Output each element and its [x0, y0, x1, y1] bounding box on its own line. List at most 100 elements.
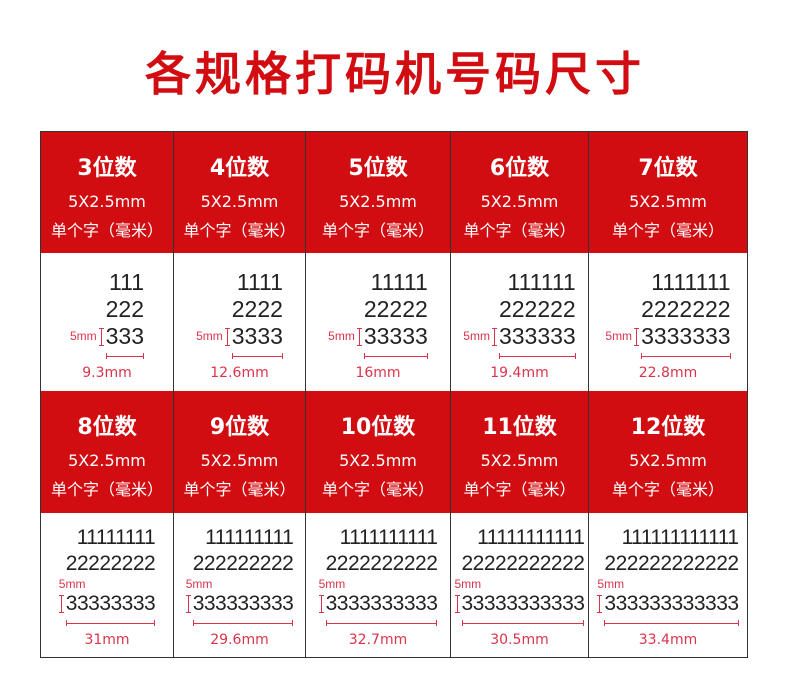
height-bar-icon	[597, 595, 603, 613]
digit-count-label: 7位数	[638, 156, 698, 181]
height-bar-icon	[634, 327, 640, 346]
unit-label: 单个字（毫米）	[611, 480, 724, 499]
number-line-group: 333333333333	[604, 591, 739, 626]
digit-count-label: 8位数	[77, 415, 137, 440]
sample-cell: 11111111111 22222222222 5mm 33333333333 30.5…	[451, 513, 589, 657]
height-marker	[185, 591, 191, 617]
spec-header: 3位数 5X2.5mm 单个字（毫米）	[41, 132, 174, 253]
digit-count-label: 12位数	[630, 415, 706, 440]
width-label: 33.4mm	[638, 632, 698, 648]
height-label: 5mm	[463, 329, 490, 343]
number-line: 1111	[236, 269, 283, 295]
height-label: 5mm	[58, 577, 86, 591]
number-line: 333	[105, 323, 145, 349]
number-line: 22222222222	[461, 552, 585, 575]
sample-numbers: 111111 222222 5mm 333333	[463, 269, 576, 359]
width-label: 16mm	[355, 365, 401, 381]
number-line-row: 5mm 3333	[196, 323, 283, 359]
sample-cell: 1111111111 2222222222 5mm 3333333333 32.7mm	[306, 513, 451, 657]
number-line: 222222222	[192, 552, 294, 575]
spec-header: 9位数 5X2.5mm 单个字（毫米）	[174, 391, 306, 513]
number-line: 333333	[498, 323, 576, 349]
sample-cell: 111111111111 222222222222 5mm 333333333333 3…	[589, 513, 747, 657]
width-label: 31mm	[84, 632, 130, 648]
height-marker	[58, 591, 64, 617]
number-line-row: 333333333333	[597, 591, 739, 626]
number-line: 333333333	[192, 592, 294, 615]
height-marker	[454, 591, 460, 617]
height-marker: 5mm	[463, 323, 497, 350]
number-line: 3333333333	[325, 592, 438, 615]
number-line: 222222222222	[604, 552, 739, 575]
size-table: 3位数 5X2.5mm 单个字（毫米） 4位数 5X2.5mm 单个字（毫米） 5位数 5X2…	[40, 131, 748, 658]
number-line-group: 333333333	[192, 591, 294, 626]
width-label: 9.3mm	[82, 365, 132, 381]
number-line: 11111111111	[477, 526, 585, 549]
number-line-group: 33333	[363, 323, 428, 359]
width-bar-icon	[363, 353, 428, 359]
width-bar-icon	[325, 620, 438, 626]
char-size-label: 5X2.5mm	[339, 192, 417, 211]
number-line: 333333333333	[604, 592, 739, 615]
char-size-label: 5X2.5mm	[480, 451, 559, 470]
number-line-group: 33333333333	[461, 591, 585, 626]
number-line-row: 5mm 33333	[328, 323, 428, 359]
height-bar-icon	[491, 327, 497, 346]
number-line: 33333333333	[461, 592, 585, 615]
char-size-label: 5X2.5mm	[629, 451, 707, 470]
unit-label: 单个字（毫米）	[611, 221, 724, 240]
sample-cell: 111111 222222 5mm 333333 19.4mm	[451, 253, 589, 391]
unit-label: 单个字（毫米）	[463, 221, 576, 240]
digit-count-label: 4位数	[209, 156, 270, 181]
number-line: 3333333	[641, 323, 731, 349]
height-marker	[318, 591, 324, 617]
number-line-group: 333	[105, 323, 145, 359]
number-line: 2222222	[641, 296, 731, 322]
number-line-row: 5mm 333333	[463, 323, 576, 359]
digit-count-label: 11位数	[482, 415, 557, 440]
sample-numbers: 1111 2222 5mm 3333	[196, 269, 283, 359]
height-bar-icon	[356, 327, 362, 346]
unit-label: 单个字（毫米）	[50, 480, 163, 499]
height-marker: 5mm	[196, 323, 230, 350]
char-size-label: 5X2.5mm	[629, 192, 707, 211]
height-marker: 5mm	[70, 323, 104, 350]
width-bar-icon	[105, 353, 145, 359]
number-line-row: 33333333333	[454, 591, 585, 626]
sample-numbers: 1111111111 2222222222 5mm 3333333333	[318, 525, 438, 626]
height-bar-icon	[318, 595, 324, 613]
height-bar-icon	[454, 595, 460, 613]
height-label: 5mm	[185, 577, 213, 591]
sample-numbers: 11111111 22222222 5mm 33333333	[58, 525, 156, 626]
number-line-row: 33333333	[58, 591, 156, 626]
digit-count-label: 3位数	[77, 156, 137, 181]
sample-numbers: 111 222 5mm 333	[70, 269, 145, 359]
width-bar-icon	[604, 620, 739, 626]
width-label: 32.7mm	[348, 632, 408, 648]
number-line-group: 3333333	[641, 323, 731, 359]
number-line-group: 333333	[498, 323, 576, 359]
digit-count-label: 6位数	[489, 156, 550, 181]
char-size-label: 5X2.5mm	[200, 451, 279, 470]
char-size-label: 5X2.5mm	[339, 451, 417, 470]
unit-label: 单个字（毫米）	[321, 480, 434, 499]
number-line: 2222	[231, 296, 283, 322]
digit-count-label: 10位数	[340, 415, 416, 440]
char-size-label: 5X2.5mm	[480, 192, 559, 211]
number-line: 3333	[231, 323, 283, 349]
number-line-row: 333333333	[185, 591, 294, 626]
number-line: 222222	[498, 296, 576, 322]
number-line: 33333333	[65, 592, 156, 615]
unit-label: 单个字（毫米）	[183, 480, 296, 499]
sample-numbers: 11111 22222 5mm 33333	[328, 269, 428, 359]
spec-header: 12位数 5X2.5mm 单个字（毫米）	[589, 391, 747, 513]
number-line: 222	[105, 296, 145, 322]
number-line: 111111111111	[621, 526, 740, 549]
number-line-row: 5mm 3333333	[605, 323, 731, 359]
width-bar-icon	[65, 620, 156, 626]
char-size-label: 5X2.5mm	[200, 192, 279, 211]
sample-cell: 111111111 222222222 5mm 333333333 29.6mm	[174, 513, 306, 657]
height-marker: 5mm	[605, 323, 640, 350]
spec-header: 7位数 5X2.5mm 单个字（毫米）	[589, 132, 747, 253]
number-line-row: 3333333333	[318, 591, 438, 626]
